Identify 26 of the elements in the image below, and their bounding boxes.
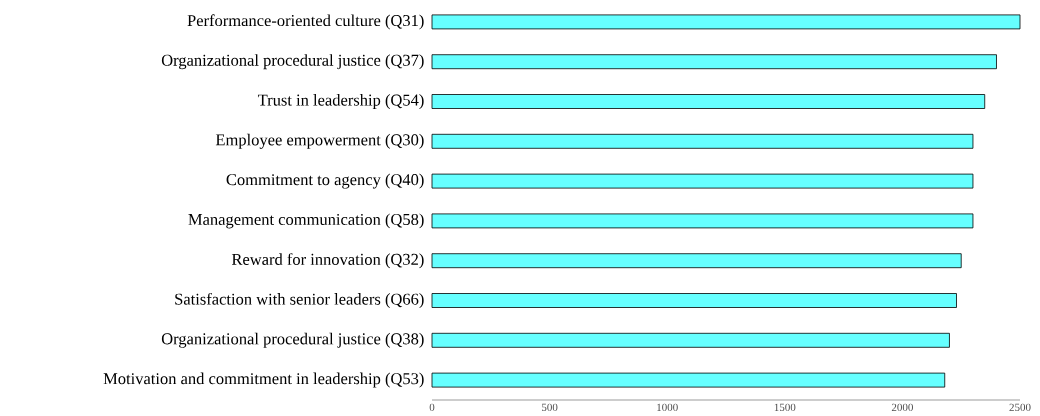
- bar: [431, 94, 986, 109]
- x-tick-label: 1500: [774, 403, 796, 412]
- x-tick-label: 1000: [657, 403, 678, 412]
- bar: [431, 332, 950, 348]
- x-tick-label: 500: [541, 403, 558, 412]
- x-tick-label: 2000: [891, 403, 913, 412]
- x-tick-label: 0: [429, 403, 435, 412]
- y-tick-label: Trust in leadership (Q54): [257, 94, 424, 109]
- bar: [431, 54, 997, 70]
- y-tick-label: Motivation and commitment in leadership (Q53): [103, 372, 424, 388]
- x-tick-label: 2500: [1009, 403, 1031, 412]
- y-tick-label: Reward for innovation (Q32): [231, 253, 424, 269]
- bar: [431, 293, 957, 308]
- bar: [431, 372, 946, 388]
- y-tick-label: Organizational procedural justice (Q37): [161, 54, 424, 70]
- bar: [431, 14, 1021, 30]
- y-tick-label: Performance-oriented culture (Q31): [187, 14, 424, 30]
- y-tick-label: Management communication (Q58): [188, 213, 424, 229]
- bar: [431, 213, 974, 229]
- bar: [431, 173, 974, 189]
- y-tick-label: Satisfaction with senior leaders (Q66): [175, 292, 424, 309]
- y-tick-label: Commitment to agency (Q40): [226, 173, 424, 189]
- y-tick-label: Employee empowerment (Q30): [215, 133, 424, 149]
- bar: [431, 253, 962, 269]
- bar: [431, 133, 974, 149]
- y-tick-label: Organizational procedural justice (Q38): [161, 332, 424, 348]
